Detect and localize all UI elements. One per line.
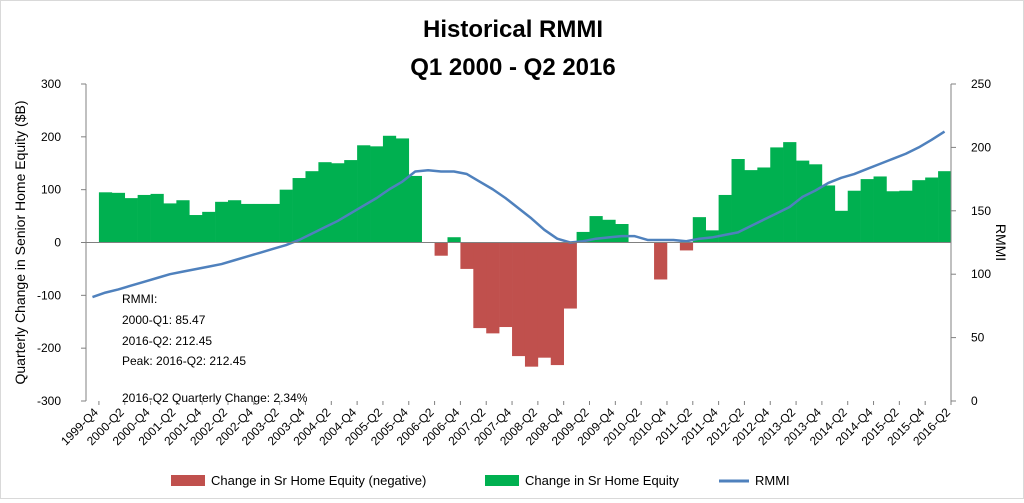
bar-positive-2003-Q4 xyxy=(292,178,306,243)
y-axis-title: Quarterly Change in Senior Home Equity (… xyxy=(12,100,28,384)
bar-positive-2016-Q1 xyxy=(925,177,939,243)
y-tick-label: -300 xyxy=(37,394,61,408)
legend-label-positive: Change in Sr Home Equity xyxy=(525,473,679,488)
bar-positive-2011-Q3 xyxy=(692,217,706,243)
y2-tick-label: 0 xyxy=(971,394,978,408)
bar-positive-2014-Q1 xyxy=(821,185,836,243)
chart-subtitle: Q1 2000 - Q2 2016 xyxy=(410,54,615,81)
bar-positive-2015-Q4 xyxy=(912,180,926,243)
bar-negative-2006-Q3 xyxy=(434,242,448,256)
bar-positive-2004-Q3 xyxy=(331,163,345,243)
bar-positive-2000-Q2 xyxy=(111,192,126,243)
y-tick-label: 0 xyxy=(54,236,61,250)
bar-positive-2003-Q2 xyxy=(266,203,280,243)
right-axis-ticks: 250 200 150 100 50 0 xyxy=(951,77,991,408)
bar-positive-2006-Q1 xyxy=(408,175,422,243)
bar-positive-2014-Q3 xyxy=(847,190,861,243)
bar-positive-2005-Q1 xyxy=(357,145,371,243)
annotation-line-3: Peak: 2016-Q2: 212.45 xyxy=(122,354,246,368)
left-axis-ticks: 300 200 100 0 -100 -200 -300 xyxy=(37,77,86,408)
bar-positive-2002-Q2 xyxy=(215,201,229,243)
bar-positive-2012-Q3 xyxy=(744,170,758,243)
bar-positive-2012-Q2 xyxy=(731,159,745,243)
legend-swatch-positive xyxy=(485,475,519,486)
bar-negative-2010-Q4 xyxy=(654,242,668,280)
bar-positive-2015-Q1 xyxy=(873,176,887,243)
y-tick-label: -100 xyxy=(37,288,61,302)
annotation-line-2: 2016-Q2: 212.45 xyxy=(122,334,212,348)
bar-positive-2013-Q1 xyxy=(770,147,784,243)
bar-negative-2007-Q4 xyxy=(499,242,513,328)
bar-positive-2002-Q4 xyxy=(240,203,255,243)
bar-negative-2009-Q1 xyxy=(563,242,577,309)
bar-positive-2000-Q1 xyxy=(98,192,113,243)
bar-positive-2001-Q4 xyxy=(189,215,203,243)
bar-negative-2007-Q3 xyxy=(486,242,500,334)
y2-tick-label: 200 xyxy=(971,140,991,154)
y-tick-label: 200 xyxy=(41,130,61,144)
bar-negative-2008-Q2 xyxy=(524,242,539,367)
bar-positive-2003-Q1 xyxy=(253,203,268,243)
annotation-line-4: 2016-Q2 Quarterly Change: 2.34% xyxy=(122,391,308,405)
rmmi-line-layer xyxy=(92,130,946,299)
chart-title: Historical RMMI xyxy=(423,16,603,43)
y-tick-label: -200 xyxy=(37,341,61,355)
bar-positive-2013-Q4 xyxy=(808,164,823,243)
annotation-heading: RMMI: xyxy=(122,292,157,306)
bar-positive-2012-Q1 xyxy=(718,194,732,243)
bar-positive-2001-Q2 xyxy=(163,203,177,243)
bar-negative-2008-Q3 xyxy=(537,242,552,358)
legend: Change in Sr Home Equity (negative) Chan… xyxy=(171,473,790,488)
y2-tick-label: 150 xyxy=(971,204,991,218)
bar-positive-2000-Q4 xyxy=(137,194,151,243)
x-axis-ticks: 1999-Q42000-Q22000-Q42001-Q22001-Q42002-… xyxy=(58,401,953,448)
bars-layer xyxy=(98,135,952,367)
legend-swatch-negative xyxy=(171,475,205,486)
bar-positive-2001-Q3 xyxy=(176,200,190,243)
bar-positive-2005-Q2 xyxy=(370,146,384,243)
y-tick-label: 300 xyxy=(41,77,61,91)
y-tick-label: 100 xyxy=(41,183,61,197)
annotation-box: RMMI: 2000-Q1: 85.47 2016-Q2: 212.45 Pea… xyxy=(122,292,308,405)
bar-positive-2009-Q2 xyxy=(576,231,590,243)
bar-positive-2010-Q1 xyxy=(615,224,629,243)
y2-tick-label: 250 xyxy=(971,77,991,91)
bar-positive-2014-Q4 xyxy=(860,179,874,243)
bar-positive-2001-Q1 xyxy=(150,193,164,243)
rmmi-line xyxy=(92,130,946,299)
bar-positive-2004-Q4 xyxy=(344,160,358,243)
bar-negative-2008-Q1 xyxy=(512,242,526,357)
y2-tick-label: 100 xyxy=(971,267,991,281)
annotation-line-1: 2000-Q1: 85.47 xyxy=(122,313,206,327)
bar-positive-2006-Q4 xyxy=(447,237,461,243)
bar-positive-2002-Q1 xyxy=(202,211,216,243)
bar-negative-2007-Q2 xyxy=(473,242,487,329)
bar-negative-2011-Q2 xyxy=(679,242,694,251)
bar-positive-2014-Q2 xyxy=(834,210,849,243)
bar-negative-2008-Q4 xyxy=(550,242,564,366)
y2-axis-title: RMMI xyxy=(993,224,1009,261)
bar-positive-2004-Q1 xyxy=(305,171,319,243)
bar-positive-2012-Q4 xyxy=(757,167,771,243)
bar-positive-2005-Q4 xyxy=(395,138,410,243)
bar-positive-2016-Q2 xyxy=(938,171,952,243)
bar-positive-2015-Q3 xyxy=(899,190,913,243)
bar-positive-2009-Q3 xyxy=(589,216,603,243)
bar-negative-2007-Q1 xyxy=(460,242,474,269)
legend-label-negative: Change in Sr Home Equity (negative) xyxy=(211,473,426,488)
bar-positive-2013-Q2 xyxy=(783,142,797,243)
legend-label-rmmi: RMMI xyxy=(755,473,790,488)
bar-positive-2015-Q2 xyxy=(886,191,900,243)
bar-positive-2004-Q2 xyxy=(318,162,332,243)
bar-positive-2002-Q3 xyxy=(228,200,242,243)
bar-positive-2013-Q3 xyxy=(796,160,810,243)
y2-tick-label: 50 xyxy=(971,331,985,345)
bar-positive-2000-Q3 xyxy=(124,198,138,243)
bar-positive-2003-Q3 xyxy=(279,189,293,243)
